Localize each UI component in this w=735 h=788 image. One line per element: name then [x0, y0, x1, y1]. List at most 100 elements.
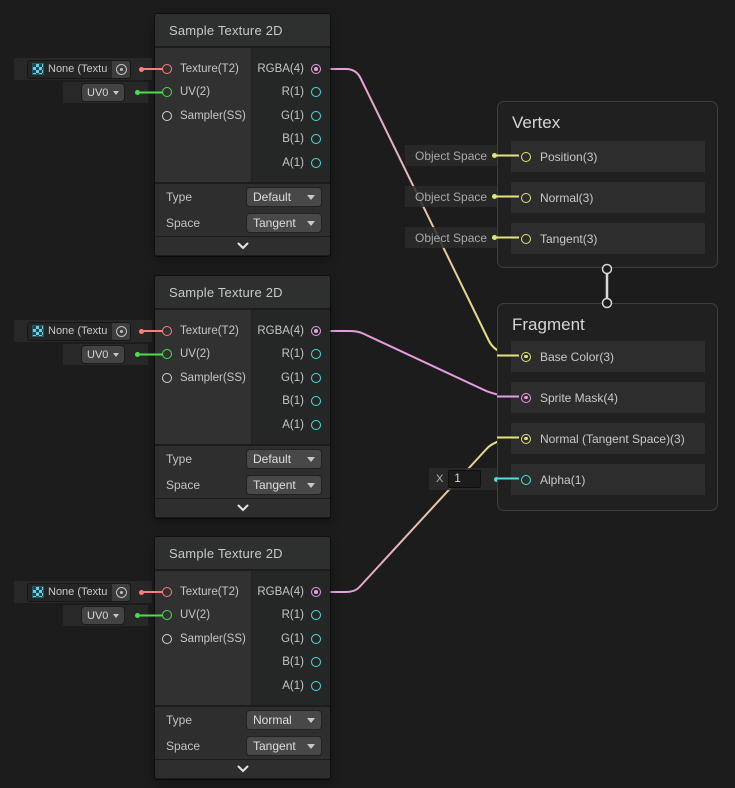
port-r[interactable] [311, 349, 321, 360]
port-uv[interactable] [162, 349, 172, 360]
texture-object-field[interactable]: None (Textu [27, 59, 131, 79]
alpha-default-chip: X 1 [429, 468, 507, 490]
input-ports: Texture(T2) UV(2) Sampler(SS) [155, 571, 252, 705]
port-g-label: G(1) [281, 632, 304, 645]
block-tangent[interactable]: Tangent(3) [511, 223, 705, 254]
port-r[interactable] [311, 610, 321, 621]
chevron-down-icon [113, 90, 119, 95]
block-normal-label: Normal(3) [540, 190, 594, 205]
collapse-preview-button[interactable] [155, 237, 330, 255]
port-g[interactable] [311, 110, 321, 121]
texture-object-field[interactable]: None (Textu [27, 321, 131, 341]
alpha-value-input[interactable]: 1 [448, 470, 482, 488]
tangent-space-chip[interactable]: Object Space [405, 227, 505, 248]
port-rgba[interactable] [311, 586, 321, 597]
port-texture-label: Texture(T2) [180, 585, 239, 598]
edge-rgba-to-normalts[interactable] [319, 437, 509, 593]
port-rgba-label: RGBA(4) [257, 585, 304, 598]
space-value: Tangent [253, 478, 296, 492]
chevron-down-icon [113, 352, 119, 357]
object-picker-button[interactable] [112, 60, 130, 78]
fragment-context-block[interactable]: Fragment Base Color(3) Sprite Mask(4) No… [497, 303, 718, 511]
uv-channel-dropdown[interactable]: UV0 [82, 84, 124, 101]
port-texture[interactable] [162, 63, 172, 74]
uv-channel-dropdown[interactable]: UV0 [82, 607, 124, 624]
port-b-label: B(1) [282, 656, 304, 669]
port-texture[interactable] [162, 586, 172, 597]
uv-value: UV0 [87, 609, 109, 622]
port-g[interactable] [311, 372, 321, 383]
node-title: Sample Texture 2D [169, 545, 283, 561]
port-sprite-mask[interactable] [521, 392, 531, 403]
position-space-chip[interactable]: Object Space [405, 145, 505, 166]
block-normal[interactable]: Normal(3) [511, 182, 705, 213]
port-rgba[interactable] [311, 325, 321, 336]
port-sampler[interactable] [162, 110, 172, 121]
node-sample-texture-2d-1[interactable]: Sample Texture 2D Texture(T2) UV(2) Samp… [155, 14, 330, 256]
port-g[interactable] [311, 633, 321, 644]
node-sample-texture-2d-3[interactable]: Sample Texture 2D Texture(T2) UV(2) Samp… [155, 537, 330, 779]
type-dropdown[interactable]: Normal [247, 711, 321, 729]
port-b[interactable] [311, 134, 321, 145]
node-title-bar[interactable]: Sample Texture 2D [155, 537, 330, 571]
block-tangent-label: Tangent(3) [540, 231, 598, 246]
collapse-preview-button[interactable] [155, 760, 330, 778]
space-chip-label: Object Space [415, 148, 488, 163]
port-a[interactable] [311, 680, 321, 691]
block-alpha[interactable]: Alpha(1) [511, 464, 705, 495]
port-uv[interactable] [162, 610, 172, 621]
port-g-label: G(1) [281, 371, 304, 384]
node-title-bar[interactable]: Sample Texture 2D [155, 14, 330, 48]
port-b[interactable] [311, 396, 321, 407]
texture-object-field[interactable]: None (Textu [27, 582, 131, 602]
type-dropdown[interactable]: Default [247, 450, 321, 468]
uv-channel-dropdown[interactable]: UV0 [82, 346, 124, 363]
edge-rgba-to-basecolor[interactable] [319, 68, 509, 357]
block-normal-tangent-space[interactable]: Normal (Tangent Space)(3) [511, 423, 705, 454]
output-ports: RGBA(4) R(1) G(1) B(1) A(1) [252, 310, 330, 444]
port-tangent[interactable] [521, 233, 531, 244]
port-sampler[interactable] [162, 372, 172, 383]
port-sampler[interactable] [162, 633, 172, 644]
space-dropdown[interactable]: Tangent [247, 214, 321, 232]
port-g-label: G(1) [281, 109, 304, 122]
port-sampler-label: Sampler(SS) [180, 371, 246, 384]
port-b[interactable] [311, 657, 321, 668]
texture-field-value: None (Textu [48, 63, 108, 75]
object-picker-button[interactable] [112, 583, 130, 601]
block-base-color[interactable]: Base Color(3) [511, 341, 705, 372]
block-position[interactable]: Position(3) [511, 141, 705, 172]
collapse-preview-button[interactable] [155, 499, 330, 517]
port-texture[interactable] [162, 325, 172, 336]
port-r-label: R(1) [281, 609, 304, 622]
type-dropdown[interactable]: Default [247, 188, 321, 206]
port-alpha[interactable] [521, 474, 531, 485]
port-base-color[interactable] [521, 351, 531, 362]
type-label: Type [166, 190, 193, 204]
object-picker-button[interactable] [112, 322, 130, 340]
port-position[interactable] [521, 151, 531, 162]
port-r-label: R(1) [281, 86, 304, 99]
port-normal[interactable] [521, 192, 531, 203]
edge-connector-dot [135, 613, 140, 618]
space-dropdown[interactable]: Tangent [247, 476, 321, 494]
texture-field-value: None (Textu [48, 586, 108, 598]
texture-default-chip: None (Textu [14, 581, 152, 603]
node-sample-texture-2d-2[interactable]: Sample Texture 2D Texture(T2) UV(2) Samp… [155, 276, 330, 518]
space-dropdown[interactable]: Tangent [247, 737, 321, 755]
port-uv[interactable] [162, 87, 172, 98]
port-r[interactable] [311, 87, 321, 98]
chevron-down-icon [307, 717, 315, 723]
edge-rgba-to-spritemask[interactable] [319, 330, 509, 398]
port-normal-tangent-space[interactable] [521, 433, 531, 444]
chevron-down-icon [307, 194, 315, 200]
port-rgba[interactable] [311, 63, 321, 74]
normal-space-chip[interactable]: Object Space [405, 186, 505, 207]
block-sprite-mask[interactable]: Sprite Mask(4) [511, 382, 705, 413]
uv-default-chip: UV0 [63, 605, 148, 626]
vertex-context-block[interactable]: Vertex Position(3) Normal(3) Tangent(3) [497, 101, 718, 268]
port-a[interactable] [311, 419, 321, 430]
port-a[interactable] [311, 157, 321, 168]
node-title-bar[interactable]: Sample Texture 2D [155, 276, 330, 310]
